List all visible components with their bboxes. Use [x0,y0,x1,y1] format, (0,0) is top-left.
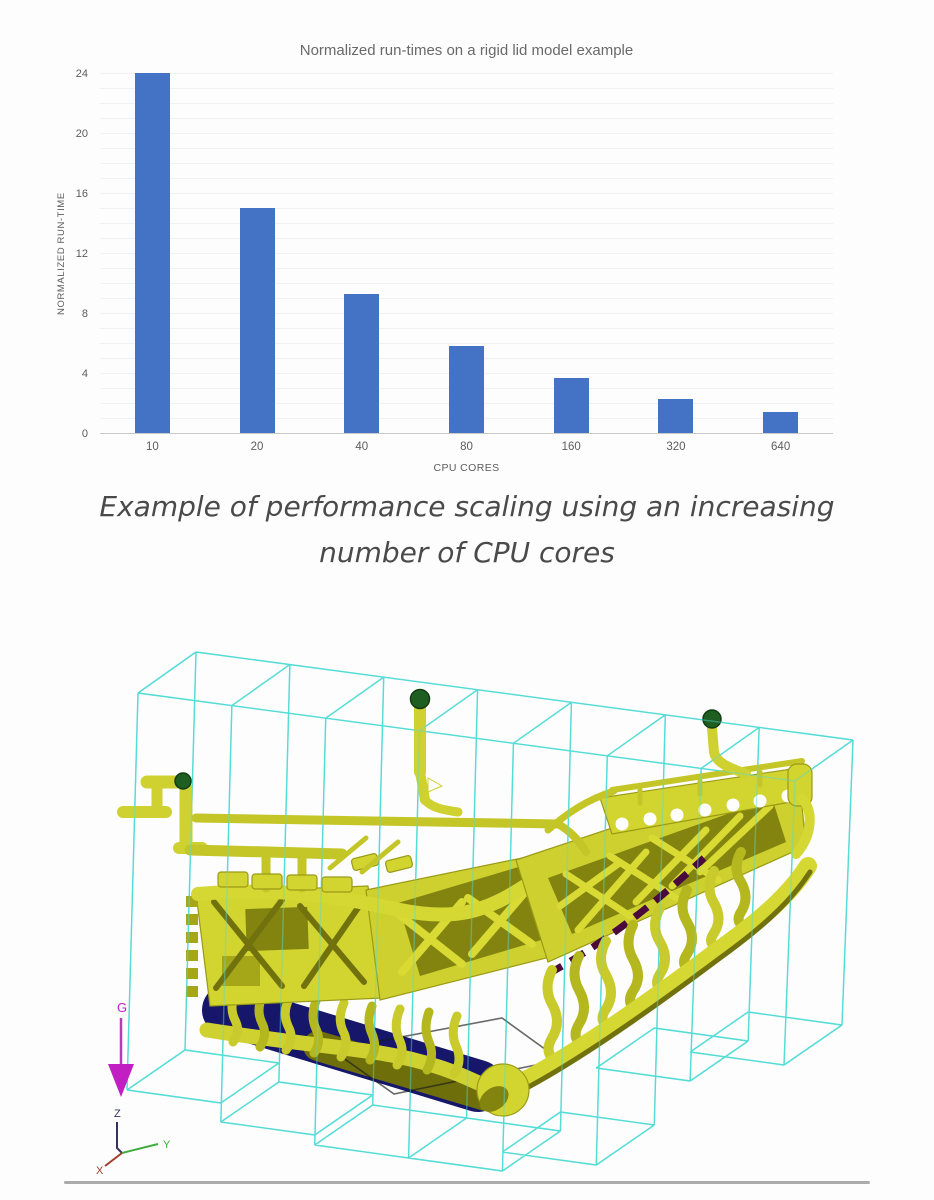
y-tick-label: 16 [75,188,88,200]
gravity-label: G [117,1000,127,1015]
y-tick-label: 8 [81,308,88,320]
axis-triad: Z Y X [96,1108,171,1177]
x-axis-labels: 10 20 40 80 160 320 640 [100,441,833,457]
x-axis-line [100,433,833,434]
axis-y-label: Y [163,1139,171,1151]
bar [239,208,275,433]
y-tick-label: 24 [75,68,88,80]
gridline [100,253,833,254]
x-tick-label: 160 [561,441,581,453]
gridline [100,298,833,299]
left-vent-assembly [117,772,590,893]
lower-flange [497,857,817,1099]
wireframe-lines [126,651,854,1172]
gridline [100,223,833,224]
caption-line-1: Example of performance scaling using an … [99,490,835,523]
bar [134,73,170,433]
middle-vent-ball [409,688,431,710]
left-ingates [227,989,464,1079]
gridline [100,328,833,329]
right-edge-curve [791,793,815,859]
x-tick-label: 640 [771,441,791,453]
gridline [100,163,833,164]
parting-line-strip [546,855,707,978]
plot-area [100,73,833,434]
figure-caption: Example of performance scaling using an … [0,484,934,576]
gridline [100,118,833,119]
gridline [100,343,833,344]
y-tick-label: 0 [81,428,88,440]
gridline [100,193,833,194]
right-feeders [542,847,751,1063]
gridline [100,178,833,179]
x-axis-title: CPU CORES [433,462,500,474]
gridline [100,283,833,284]
y-ticks: 0 4 8 12 16 20 24 [55,68,95,440]
gridline [100,133,833,134]
left-vent-ball [174,772,192,790]
casting-model [117,688,817,1117]
gridline [100,88,833,89]
axis-x-label: X [96,1165,104,1177]
model-viewport: G Z Y X [0,600,934,1200]
gridline [100,238,833,239]
y-tick-label: 20 [75,128,88,140]
right-vent [702,709,751,779]
bar [553,377,589,433]
wireframe-front [126,651,854,1172]
bar [344,293,380,433]
chart-title: Normalized run-times on a rigid lid mode… [299,42,634,59]
caption-line-2: number of CPU cores [319,536,615,569]
model-render: G Z Y X [96,651,854,1177]
x-tick-label: 320 [666,441,686,453]
casting-right-beam [515,765,807,963]
gravity-arrow: G [108,1000,134,1097]
section-divider [64,1181,870,1184]
middle-vent [409,688,463,817]
bar [449,346,484,433]
gridline [100,268,833,269]
y-tick-label: 4 [81,368,88,380]
x-tick-label: 40 [355,441,369,453]
x-tick-label: 10 [145,441,159,453]
axis-z-label: Z [114,1108,121,1120]
gridline [100,73,833,74]
x-tick-label: 80 [460,441,473,453]
bar-chart: Normalized run-times on a rigid lid mode… [0,34,934,482]
y-tick-label: 12 [75,248,88,260]
sprue-ball [476,1063,530,1117]
gridline [100,208,833,209]
lower-flange-shadow [506,869,813,1100]
bar [763,412,799,433]
gridline [100,313,833,314]
right-vent-ball [702,709,722,729]
gridline [100,103,833,104]
gridline [100,148,833,149]
bar [658,398,694,433]
casting-left-block [186,885,383,1007]
x-tick-label: 20 [250,441,264,453]
